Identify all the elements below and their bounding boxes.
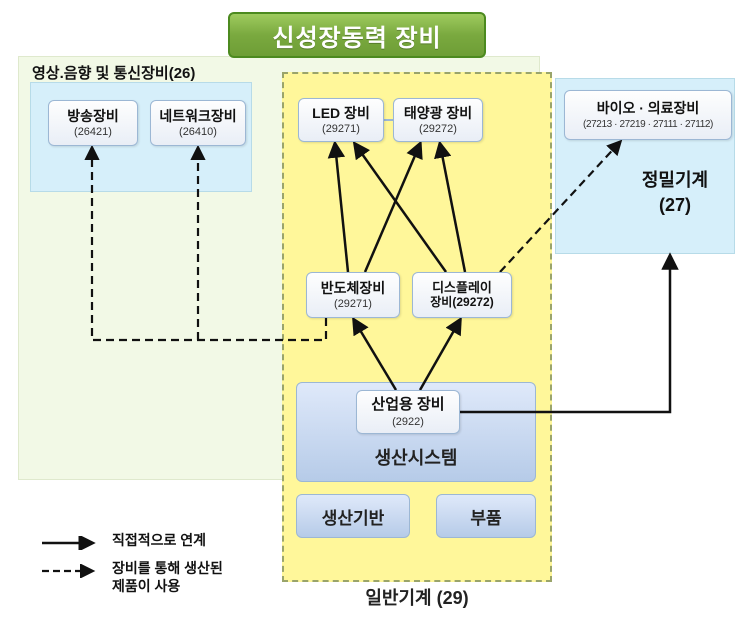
node-semicon-name: 반도체장비 [321, 280, 385, 296]
node-solar: 태양광 장비 (29272) [393, 98, 483, 142]
legend-dashed-text: 장비를 통해 생산된 제품이 사용 [112, 558, 223, 595]
zone-av-label: 영상.음향 및 통신장비(26) [32, 62, 268, 83]
node-solar-name: 태양광 장비 [404, 105, 472, 121]
legend-dashed: 장비를 통해 생산된 제품이 사용 [40, 558, 290, 595]
node-industrial-name: 산업용 장비 [371, 396, 444, 413]
node-semiconductor: 반도체장비 (29271) [306, 272, 400, 318]
node-bio-code: (27213 · 27219 · 27111 · 27112) [583, 119, 713, 130]
parts-label: 부품 [470, 504, 501, 529]
zone-production-label: 생산시스템 [296, 444, 536, 470]
node-display-code: 장비(29272) [430, 296, 493, 310]
precision-text: 정밀기계 [642, 170, 708, 190]
title-text: 신성장동력 장비 [272, 18, 441, 53]
zone-general-machinery-label: 일반기계 (29) [282, 584, 552, 610]
title-badge: 신성장동력 장비 [228, 12, 486, 58]
precision-code: (27) [659, 195, 691, 215]
zone-precision-label: 정밀기계 (27) [610, 168, 740, 218]
legend-solid-text: 직접적으로 연계 [112, 530, 206, 549]
zone-parts: 부품 [436, 494, 536, 538]
zone-production-base: 생산기반 [296, 494, 410, 538]
diagram-stage: 신성장동력 장비 영상.음향 및 통신장비(26) 정밀기계 (27) 생산시스… [0, 0, 750, 637]
node-industrial-code: (2922) [392, 416, 424, 428]
node-bio-medical: 바이오 · 의료장비 (27213 · 27219 · 27111 · 2711… [564, 90, 732, 140]
node-display-name: 디스플레이 [432, 281, 492, 296]
node-led: LED 장비 (29271) [298, 98, 384, 142]
node-network-name: 네트워크장비 [159, 108, 236, 124]
production-base-label: 생산기반 [322, 504, 385, 529]
legend-dashed-icon [40, 564, 100, 578]
node-industrial: 산업용 장비 (2922) [356, 390, 460, 434]
node-bio-name: 바이오 · 의료장비 [597, 100, 700, 116]
node-broadcast: 방송장비 (26421) [48, 100, 138, 146]
node-semicon-code: (29271) [334, 298, 372, 310]
node-display: 디스플레이 장비(29272) [412, 272, 512, 318]
node-broadcast-name: 방송장비 [67, 108, 119, 124]
legend-solid-icon [40, 536, 100, 550]
legend: 직접적으로 연계 장비를 통해 생산된 제품이 사용 [40, 530, 290, 603]
node-led-name: LED 장비 [312, 105, 370, 121]
node-led-code: (29271) [322, 123, 360, 135]
node-network-code: (26410) [179, 126, 217, 138]
node-broadcast-code: (26421) [74, 126, 112, 138]
node-network: 네트워크장비 (26410) [150, 100, 246, 146]
legend-solid: 직접적으로 연계 [40, 530, 290, 550]
node-solar-code: (29272) [419, 123, 457, 135]
